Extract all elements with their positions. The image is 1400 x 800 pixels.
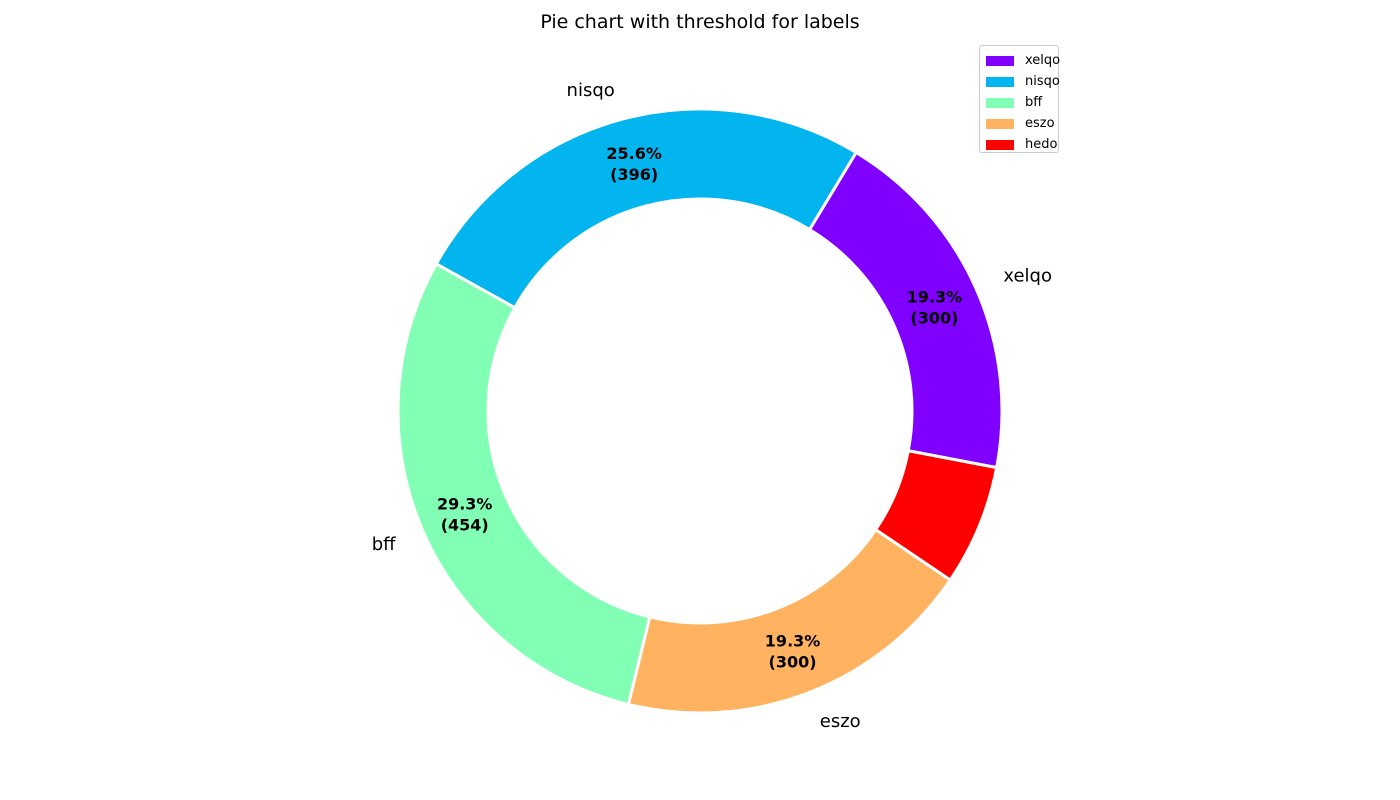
slice-hedo [873, 448, 999, 583]
legend-label-hedo: hedo [1025, 137, 1058, 152]
legend-label-xelqo: xelqo [1025, 53, 1061, 68]
value-label-nisqo: (396) [610, 165, 658, 184]
legend-swatch-hedo [986, 139, 1014, 150]
pct-label-bff: 29.3% [437, 495, 493, 514]
slice-eszo [626, 527, 953, 715]
outer-labels-group: xelqo nisqo bff eszo [372, 80, 1052, 732]
legend-swatch-xelqo [986, 55, 1014, 66]
legend-label-bff: bff [1025, 95, 1043, 110]
pct-label-eszo: 19.3% [765, 631, 821, 650]
legend-label-nisqo: nisqo [1025, 74, 1060, 89]
legend-item-nisqo: nisqo [986, 71, 1060, 92]
slice-xelqo [807, 150, 1004, 470]
slice-label-nisqo: nisqo [567, 80, 615, 101]
legend-swatch-nisqo [986, 76, 1014, 87]
legend-swatch-bff [986, 97, 1014, 108]
slices-group [396, 107, 1004, 715]
pct-label-xelqo: 19.3% [907, 287, 963, 306]
legend-item-eszo: eszo [986, 113, 1055, 134]
value-label-eszo: (300) [769, 652, 817, 671]
legend-swatch-eszo [986, 118, 1014, 129]
slice-label-bff: bff [372, 534, 396, 555]
legend-item-bff: bff [986, 92, 1052, 113]
legend-item-xelqo: xelqo [986, 50, 1060, 71]
slice-nisqo [434, 107, 859, 310]
pct-label-nisqo: 25.6% [606, 144, 662, 163]
value-label-xelqo: (300) [910, 308, 958, 327]
slice-label-xelqo: xelqo [1003, 266, 1052, 287]
inner-labels-group: 19.3% (300) 25.6% (396) 29.3% (454) 19.3% (300) [437, 144, 962, 672]
slice-bff [396, 261, 652, 707]
legend-label-eszo: eszo [1025, 116, 1055, 131]
slice-label-eszo: eszo [820, 711, 861, 732]
legend-item-hedo: hedo [986, 134, 1057, 155]
legend: xelqo nisqo bff eszo hedo [979, 45, 1060, 155]
value-label-bff: (454) [441, 516, 489, 535]
chart-title: Pie chart with threshold for labels [540, 11, 860, 33]
